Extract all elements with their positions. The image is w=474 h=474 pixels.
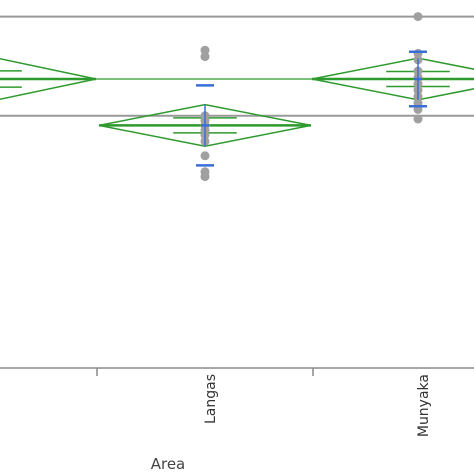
means-diamond (311, 57, 474, 101)
x-axis (0, 367, 474, 376)
tick-labels: Marana Langas Munyaka (0, 374, 432, 437)
data-point (413, 114, 423, 124)
data-point (200, 45, 210, 55)
reference-lines (0, 15, 474, 117)
data-point (200, 172, 210, 182)
x-tick-label: Langas (203, 374, 219, 424)
data-point (413, 12, 423, 22)
group-munyaka (311, 12, 474, 124)
data-point (200, 151, 210, 161)
x-axis-title: Area (151, 455, 186, 473)
group-marana (0, 57, 97, 101)
group-langas (98, 45, 312, 182)
group-layer (0, 12, 474, 182)
x-tick-label: Munyaka (416, 374, 432, 437)
x-tick-label: Marana (0, 374, 4, 426)
data-point (200, 52, 210, 62)
